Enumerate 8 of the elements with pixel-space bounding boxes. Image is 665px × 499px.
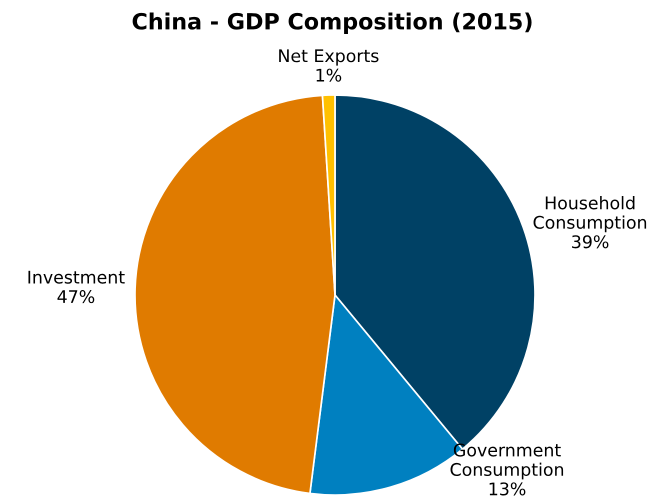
data-label: 1% (316, 68, 342, 82)
slice-label: Net Exports (279, 49, 378, 66)
data-label: 47% (57, 290, 94, 304)
data-label: 39% (572, 235, 608, 248)
slice-label: Investment (28, 270, 125, 284)
slice-label: Household Consumption (534, 196, 646, 232)
data-label: 13% (490, 482, 526, 496)
chart-title: China - GDP Composition (2015) (132, 12, 532, 34)
